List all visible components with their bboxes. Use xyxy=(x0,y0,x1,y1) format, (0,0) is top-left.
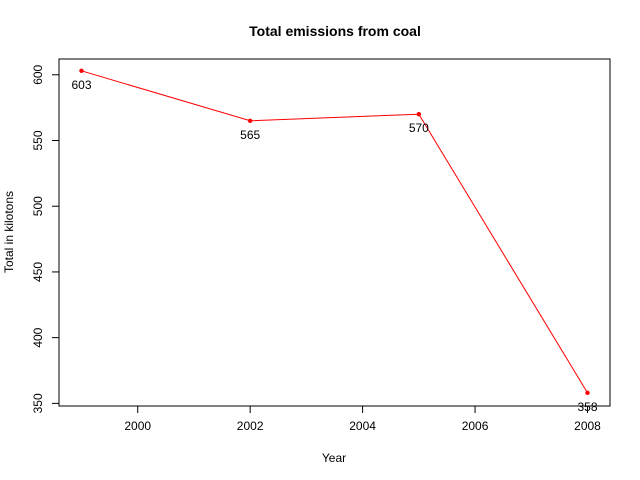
x-tick-label: 2008 xyxy=(574,419,601,433)
data-point xyxy=(79,68,84,74)
x-axis-title: Year xyxy=(322,451,346,465)
y-tick-label: 350 xyxy=(31,393,45,413)
data-point xyxy=(247,118,253,123)
x-tick-label: 2000 xyxy=(124,419,151,433)
series-line xyxy=(81,70,588,394)
data-label: 358 xyxy=(577,400,597,414)
y-tick-label: 550 xyxy=(31,130,45,150)
x-tick-label: 2006 xyxy=(462,419,489,433)
y-axis: 350 400 450 500 550 600 xyxy=(31,64,60,413)
x-axis: 2000 2002 2004 2006 2008 xyxy=(124,405,601,433)
y-axis-title: Total in kilotons xyxy=(2,191,16,273)
data-label: 570 xyxy=(409,121,429,135)
y-tick-label: 400 xyxy=(31,327,45,347)
x-tick-label: 2002 xyxy=(237,419,264,433)
data-label: 603 xyxy=(71,78,91,92)
data-point xyxy=(585,390,590,396)
x-tick-label: 2004 xyxy=(349,419,376,433)
y-tick-label: 600 xyxy=(31,64,45,84)
data-label: 565 xyxy=(240,128,260,142)
series-layer: 603 565 570 358 xyxy=(71,68,598,414)
chart-title: Total emissions from coal xyxy=(249,23,421,39)
y-tick-label: 450 xyxy=(31,262,45,282)
data-point xyxy=(416,112,422,117)
y-tick-label: 500 xyxy=(31,196,45,216)
